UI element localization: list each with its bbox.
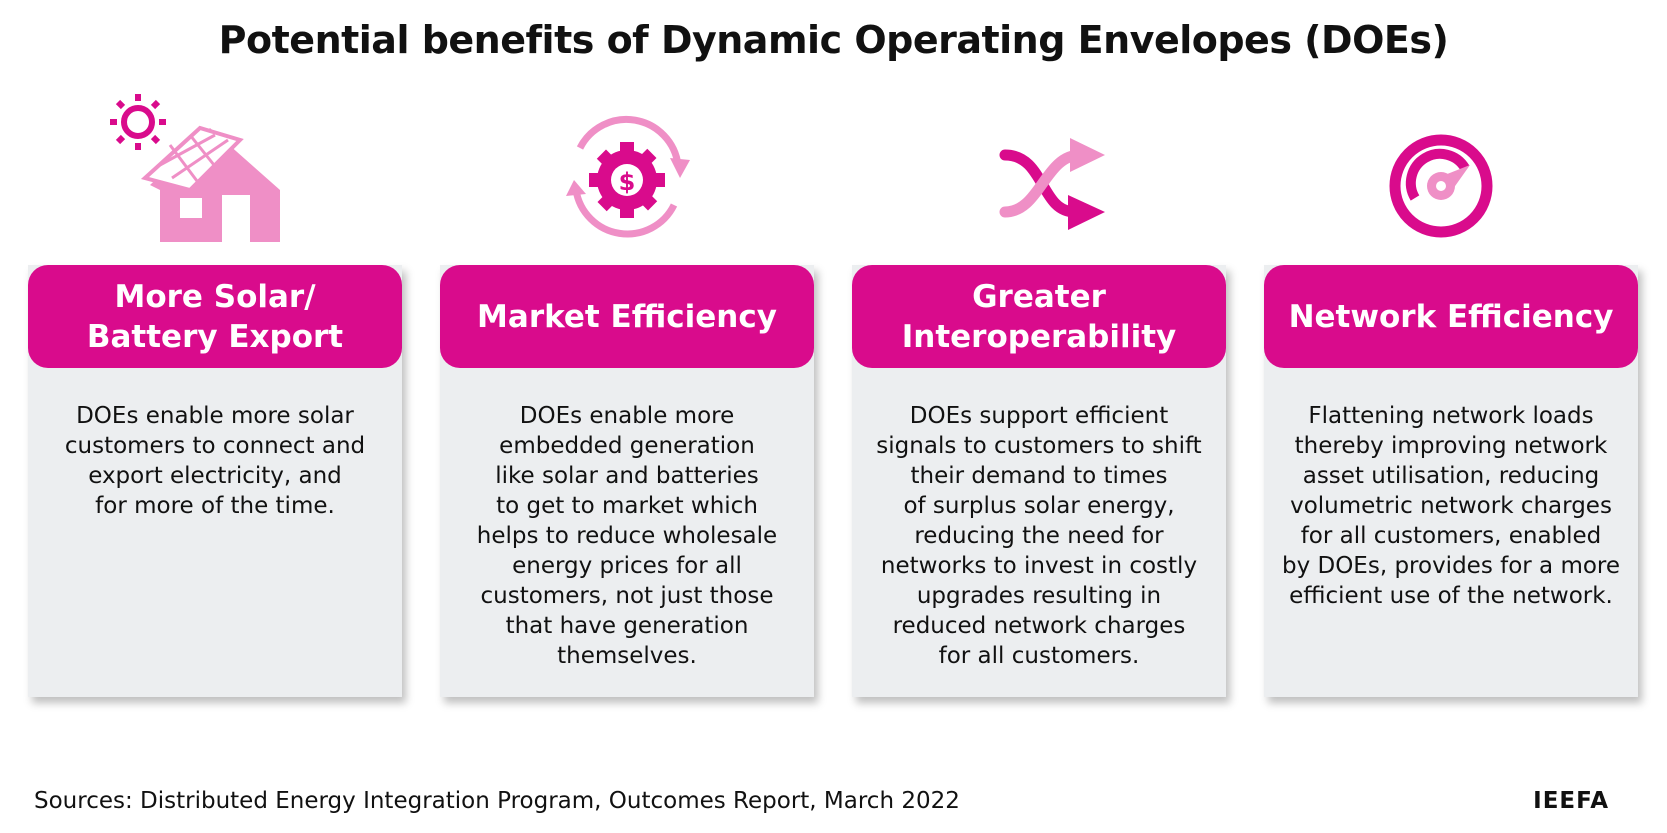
- body-line: reduced network charges: [892, 613, 1186, 639]
- shuffle-icon: [999, 138, 1105, 230]
- benefit-card: Greater Interoperability DOEs support effi…: [852, 265, 1226, 697]
- body-line: efficient use of the network.: [1289, 583, 1613, 609]
- body-line: of surplus solar energy,: [903, 493, 1175, 519]
- heading-line: Network Efficiency: [1288, 298, 1614, 335]
- body-line: DOEs enable more solar: [76, 403, 354, 429]
- card-body: DOEs enable more solar customers to conne…: [28, 401, 402, 521]
- body-line: Flattening network loads: [1308, 403, 1594, 429]
- body-line: DOEs support efficient: [909, 403, 1169, 429]
- heading-line: Battery Export: [86, 318, 344, 355]
- heading-line: More Solar/: [114, 278, 316, 315]
- card-heading: Greater Interoperability: [852, 265, 1226, 368]
- card-body: DOEs support efficient signals to custome…: [852, 401, 1226, 671]
- source-note: Sources: Distributed Energy Integration …: [34, 788, 960, 814]
- heading-line: Interoperability: [901, 318, 1177, 355]
- body-line: embedded generation: [499, 433, 755, 459]
- body-line: volumetric network charges: [1290, 493, 1612, 519]
- market-gear-icon: $: [566, 115, 690, 238]
- svg-text:$: $: [619, 168, 636, 196]
- benefit-card: More Solar/Battery Export DOEs enable mor…: [28, 265, 402, 697]
- brand: IEEFA: [1533, 788, 1609, 814]
- card-body: Flattening network loads thereby improvin…: [1264, 401, 1638, 611]
- body-line: networks to invest in costly: [880, 553, 1198, 579]
- heading-line: Greater: [972, 278, 1106, 315]
- gauge-icon: [1389, 134, 1493, 238]
- body-line: upgrades resulting in: [916, 583, 1162, 609]
- heading-line: Market Efficiency: [477, 298, 777, 335]
- body-line: to get to market which: [496, 493, 758, 519]
- body-line: energy prices for all: [512, 553, 742, 579]
- solar-house-icon: [110, 94, 280, 242]
- benefit-card: Network Efficiency Flattening network loa…: [1264, 265, 1638, 697]
- card-heading: Network Efficiency: [1264, 265, 1638, 368]
- benefit-card: Market Efficiency DOEs enable more embedde…: [440, 265, 814, 697]
- body-line: DOEs enable more: [519, 403, 735, 429]
- body-line: that have generation: [505, 613, 749, 639]
- body-line: export electricity, and: [88, 463, 342, 489]
- body-line: customers, not just those: [480, 583, 774, 609]
- body-line: reducing the need for: [914, 523, 1164, 549]
- body-line: for more of the time.: [95, 493, 335, 519]
- body-line: for all customers, enabled: [1300, 523, 1602, 549]
- title: Potential benefits of Dynamic Operating …: [218, 18, 1449, 62]
- body-line: asset utilisation, reducing: [1302, 463, 1600, 489]
- card-heading: More Solar/Battery Export: [28, 265, 402, 368]
- body-line: for all customers.: [938, 643, 1140, 669]
- body-line: customers to connect and: [64, 433, 366, 459]
- card-body: DOEs enable more embedded generation like …: [440, 401, 814, 671]
- body-line: themselves.: [557, 643, 697, 669]
- body-line: by DOEs, provides for a more: [1281, 553, 1621, 579]
- body-line: their demand to times: [910, 463, 1168, 489]
- icons: $: [110, 94, 1493, 242]
- body-line: like solar and batteries: [495, 463, 759, 489]
- body-line: thereby improving network: [1294, 433, 1608, 459]
- card-heading: Market Efficiency: [440, 265, 814, 368]
- body-line: signals to customers to shift: [876, 433, 1202, 459]
- body-line: helps to reduce wholesale: [476, 523, 778, 549]
